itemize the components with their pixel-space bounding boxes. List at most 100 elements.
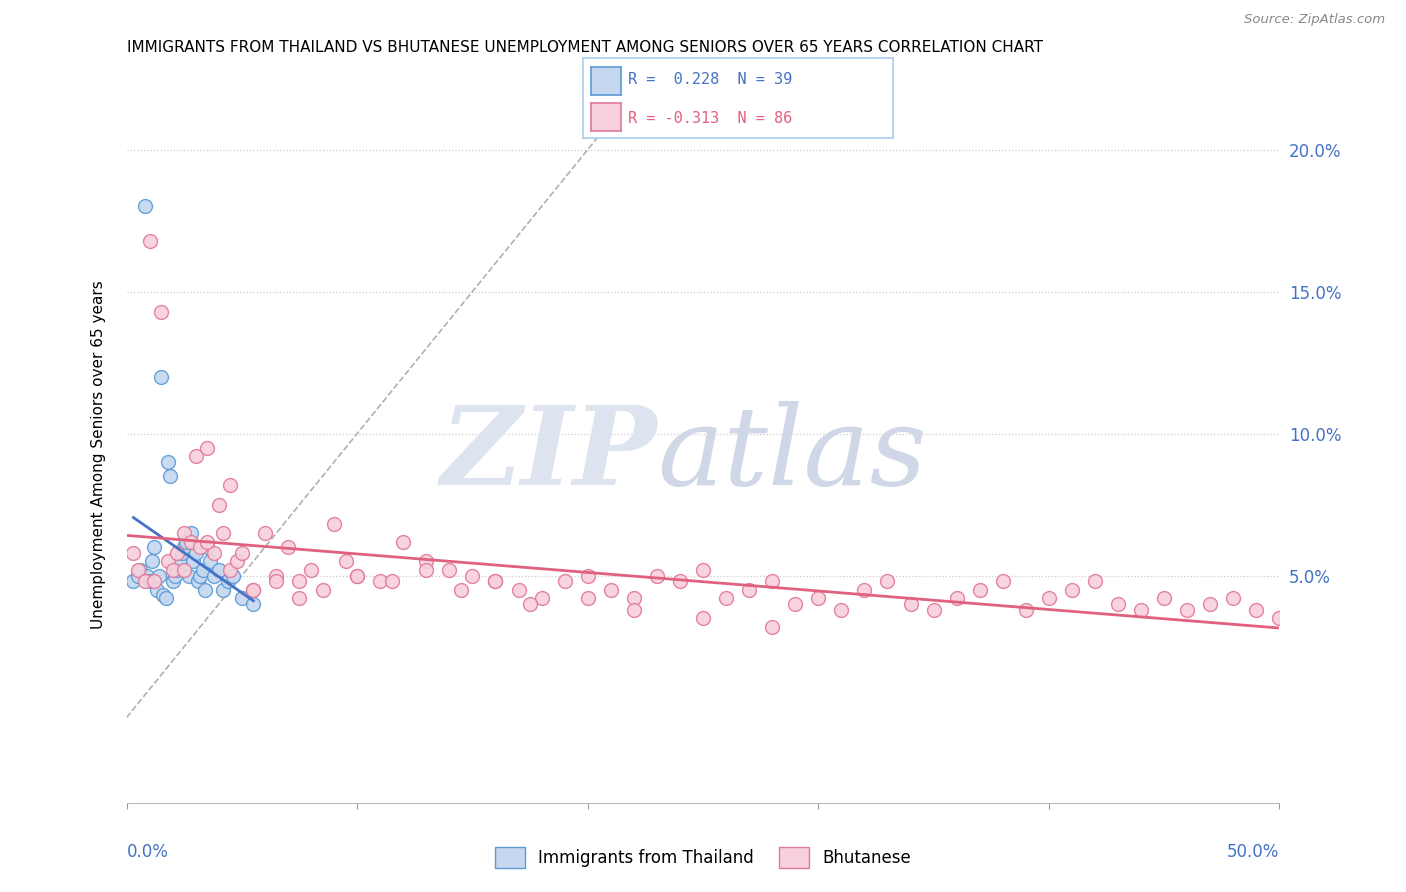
Point <box>761 574 783 589</box>
Point <box>242 597 264 611</box>
Point <box>127 568 149 582</box>
Point <box>900 597 922 611</box>
Point <box>166 563 188 577</box>
Point <box>157 455 180 469</box>
Text: atlas: atlas <box>657 401 927 508</box>
Point <box>202 546 225 560</box>
Point <box>299 563 322 577</box>
Point <box>143 540 166 554</box>
Point <box>226 554 249 568</box>
Point <box>138 574 160 589</box>
Point <box>242 582 264 597</box>
Text: Source: ZipAtlas.com: Source: ZipAtlas.com <box>1244 13 1385 27</box>
Point <box>138 234 160 248</box>
Point <box>155 591 177 606</box>
Point <box>173 540 195 554</box>
Point <box>169 554 191 568</box>
Point <box>484 574 506 589</box>
Point <box>1130 603 1153 617</box>
Point <box>150 369 173 384</box>
Text: IMMIGRANTS FROM THAILAND VS BHUTANESE UNEMPLOYMENT AMONG SENIORS OVER 65 YEARS C: IMMIGRANTS FROM THAILAND VS BHUTANESE UN… <box>127 40 1042 55</box>
Point <box>714 591 737 606</box>
Point <box>170 546 193 560</box>
Point <box>188 540 211 554</box>
Point <box>1246 603 1268 617</box>
Point <box>484 574 506 589</box>
Point <box>266 568 288 582</box>
Y-axis label: Unemployment Among Seniors over 65 years: Unemployment Among Seniors over 65 years <box>91 281 105 629</box>
Point <box>1175 603 1198 617</box>
Point <box>519 597 541 611</box>
Point <box>392 534 415 549</box>
Point <box>576 568 599 582</box>
Point <box>217 574 239 589</box>
Point <box>807 591 830 606</box>
Point <box>346 568 368 582</box>
Point <box>922 603 945 617</box>
Point <box>253 526 276 541</box>
Point <box>288 591 311 606</box>
Legend: Immigrants from Thailand, Bhutanese: Immigrants from Thailand, Bhutanese <box>488 841 918 874</box>
Point <box>335 554 357 568</box>
Point <box>368 574 391 589</box>
Point <box>122 574 145 589</box>
Point <box>163 568 186 582</box>
Point <box>173 526 195 541</box>
Point <box>1060 582 1083 597</box>
Text: ZIP: ZIP <box>440 401 657 508</box>
Point <box>323 517 346 532</box>
Point <box>152 589 174 603</box>
Point <box>191 563 214 577</box>
Point <box>177 568 200 582</box>
Point <box>208 563 231 577</box>
Point <box>288 574 311 589</box>
Point <box>208 498 231 512</box>
Point <box>1107 597 1129 611</box>
Point <box>1222 591 1244 606</box>
Point <box>1199 597 1222 611</box>
Point <box>157 554 180 568</box>
Text: 0.0%: 0.0% <box>127 843 169 861</box>
Point <box>219 477 242 491</box>
Point <box>134 574 156 589</box>
Point <box>136 568 159 582</box>
Point <box>180 526 202 541</box>
Point <box>761 620 783 634</box>
Point <box>530 591 553 606</box>
Point <box>212 526 235 541</box>
Text: R =  0.228  N = 39: R = 0.228 N = 39 <box>628 72 793 87</box>
Point <box>450 582 472 597</box>
Point <box>576 591 599 606</box>
Point <box>242 582 264 597</box>
Point <box>198 554 221 568</box>
Point <box>195 534 218 549</box>
Point <box>415 563 437 577</box>
Point <box>599 582 621 597</box>
Point <box>231 546 253 560</box>
Point <box>162 574 184 589</box>
Point <box>129 563 152 577</box>
Point <box>554 574 576 589</box>
Point <box>150 304 173 318</box>
Point <box>945 591 967 606</box>
Point <box>969 582 991 597</box>
Point <box>738 582 761 597</box>
Point <box>195 441 218 455</box>
Text: 50.0%: 50.0% <box>1227 843 1279 861</box>
Point <box>184 450 207 464</box>
Point <box>311 582 333 597</box>
Point <box>159 469 181 483</box>
Point <box>183 554 205 568</box>
Point <box>173 563 195 577</box>
Point <box>461 568 484 582</box>
Point <box>645 568 668 582</box>
Point <box>145 582 167 597</box>
Point <box>134 199 156 213</box>
Point <box>381 574 404 589</box>
Point <box>221 568 243 582</box>
Point <box>194 582 217 597</box>
Point <box>692 563 714 577</box>
Point <box>127 563 149 577</box>
Point <box>141 554 163 568</box>
Point <box>415 554 437 568</box>
